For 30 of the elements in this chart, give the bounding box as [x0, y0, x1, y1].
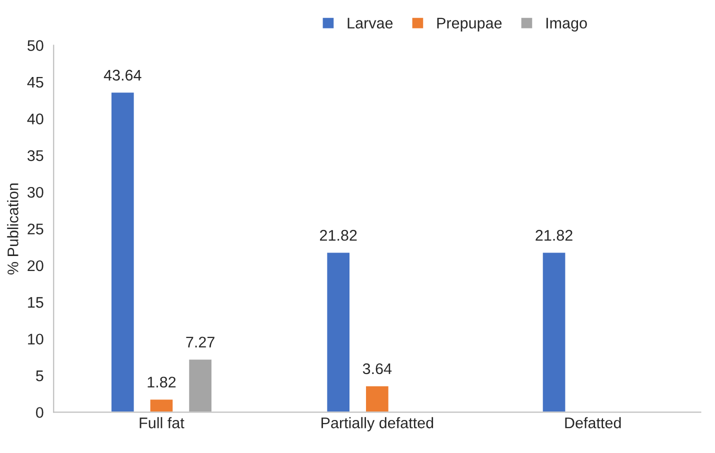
y-axis-title: % Publication — [7, 183, 18, 275]
bar — [148, 398, 174, 412]
data-label: 21.82 — [536, 230, 572, 241]
x-tick-label: Partially defatted — [322, 417, 434, 432]
legend-label: Larvae — [348, 18, 393, 29]
y-tick-label: 40 — [27, 114, 44, 124]
bar — [326, 251, 351, 412]
bar — [364, 384, 390, 412]
data-label: 43.64 — [104, 70, 142, 81]
y-tick-label: 35 — [27, 150, 44, 162]
bar — [110, 91, 136, 412]
y-tick-label: 30 — [27, 186, 44, 198]
data-label: 7.27 — [186, 336, 214, 348]
y-tick-label: 25 — [28, 224, 44, 234]
x-tick-label: Full fat — [140, 417, 184, 428]
y-tick-label: 50 — [28, 40, 44, 51]
y-tick-label: 5 — [36, 370, 44, 382]
legend-label: Prepupae — [437, 18, 502, 32]
y-tick-label: 45 — [27, 77, 44, 88]
y-tick-label: 15 — [28, 297, 44, 308]
legend-label: Imago — [546, 18, 587, 32]
y-tick-label: 20 — [28, 260, 44, 272]
data-label: 21.82 — [320, 230, 357, 241]
data-label: 3.64 — [362, 363, 392, 374]
bar — [541, 251, 567, 412]
y-tick-label: 10 — [28, 334, 44, 345]
x-tick-label: Defatted — [565, 417, 621, 428]
bar — [188, 358, 213, 412]
y-tick-label: 0 — [36, 407, 44, 418]
data-label: 1.82 — [148, 376, 176, 388]
